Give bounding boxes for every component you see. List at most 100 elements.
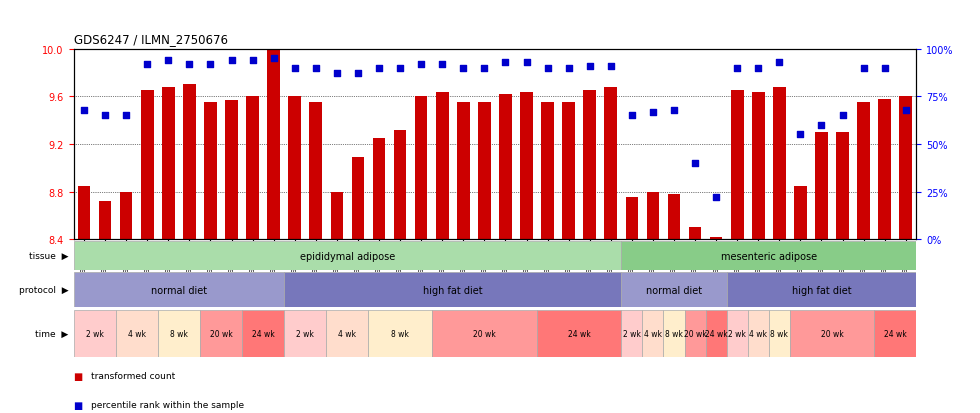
Bar (541, 103, 554, 240)
Bar (667, 195, 680, 240)
Bar (415, 97, 427, 240)
Text: 24 wk: 24 wk (884, 329, 906, 338)
Point (266, 56, 281, 62)
Bar (436, 92, 449, 240)
Bar (432, 310, 537, 357)
Bar (689, 228, 702, 240)
Bar (225, 101, 238, 240)
Bar (120, 192, 132, 240)
Text: 8 wk: 8 wk (665, 329, 683, 338)
Bar (752, 92, 764, 240)
Point (582, 63, 598, 70)
Point (540, 65, 556, 72)
Text: 20 wk: 20 wk (820, 329, 844, 338)
Point (771, 59, 787, 66)
Text: GDS6247 / ILMN_2750676: GDS6247 / ILMN_2750676 (74, 33, 227, 45)
Text: ■: ■ (74, 400, 82, 410)
Text: 2 wk: 2 wk (623, 329, 641, 338)
Text: 20 wk: 20 wk (473, 329, 496, 338)
Point (666, 107, 682, 114)
Text: percentile rank within the sample: percentile rank within the sample (91, 400, 244, 409)
Bar (731, 91, 744, 240)
Point (856, 65, 871, 72)
Text: 24 wk: 24 wk (252, 329, 274, 338)
Text: normal diet: normal diet (646, 285, 702, 295)
Text: ■: ■ (74, 371, 82, 381)
Point (624, 113, 640, 119)
Text: epididymal adipose: epididymal adipose (300, 251, 395, 261)
Bar (141, 91, 154, 240)
Bar (326, 310, 368, 357)
Bar (310, 103, 322, 240)
Point (561, 65, 576, 72)
Bar (815, 133, 828, 240)
Bar (284, 310, 326, 357)
Bar (706, 310, 727, 357)
Bar (268, 50, 280, 240)
Bar (183, 85, 196, 240)
Text: 2 wk: 2 wk (296, 329, 315, 338)
Bar (605, 88, 617, 240)
Bar (200, 310, 242, 357)
Text: 24 wk: 24 wk (567, 329, 591, 338)
Point (835, 113, 851, 119)
Text: 8 wk: 8 wk (391, 329, 409, 338)
Point (498, 59, 514, 66)
Point (308, 65, 323, 72)
Text: tissue  ▶: tissue ▶ (29, 252, 69, 261)
Point (371, 65, 387, 72)
Point (161, 58, 176, 64)
Bar (520, 92, 533, 240)
Bar (372, 139, 385, 240)
Point (898, 107, 913, 114)
Point (139, 62, 155, 68)
Point (877, 65, 893, 72)
Text: 24 wk: 24 wk (705, 329, 727, 338)
Bar (288, 97, 301, 240)
Bar (874, 310, 916, 357)
Bar (647, 192, 660, 240)
Bar (99, 202, 112, 240)
Point (709, 195, 724, 201)
Text: transformed count: transformed count (91, 371, 175, 380)
Bar (499, 95, 512, 240)
Bar (858, 103, 870, 240)
Bar (621, 242, 916, 271)
Point (645, 109, 661, 116)
Bar (900, 97, 912, 240)
Point (793, 132, 808, 138)
Bar (394, 131, 407, 240)
Bar (836, 133, 849, 240)
Bar (368, 310, 432, 357)
Bar (878, 100, 891, 240)
Bar (663, 310, 685, 357)
Bar (643, 310, 663, 357)
Point (181, 62, 197, 68)
Bar (284, 273, 621, 308)
Bar (790, 310, 874, 357)
Point (476, 65, 492, 72)
Bar (537, 310, 621, 357)
Bar (769, 310, 790, 357)
Point (119, 113, 134, 119)
Bar (727, 273, 916, 308)
Point (76, 107, 92, 114)
Bar (583, 91, 596, 240)
Text: 8 wk: 8 wk (170, 329, 188, 338)
Bar (158, 310, 200, 357)
Bar (710, 237, 722, 240)
Text: high fat diet: high fat diet (423, 285, 482, 295)
Bar (748, 310, 769, 357)
Point (350, 71, 366, 78)
Bar (74, 310, 116, 357)
Text: 4 wk: 4 wk (750, 329, 767, 338)
Bar (74, 273, 284, 308)
Bar (563, 103, 575, 240)
Bar (74, 242, 621, 271)
Point (729, 65, 745, 72)
Text: 4 wk: 4 wk (644, 329, 662, 338)
Point (434, 62, 450, 68)
Bar (330, 192, 343, 240)
Point (751, 65, 766, 72)
Text: protocol  ▶: protocol ▶ (19, 286, 69, 294)
